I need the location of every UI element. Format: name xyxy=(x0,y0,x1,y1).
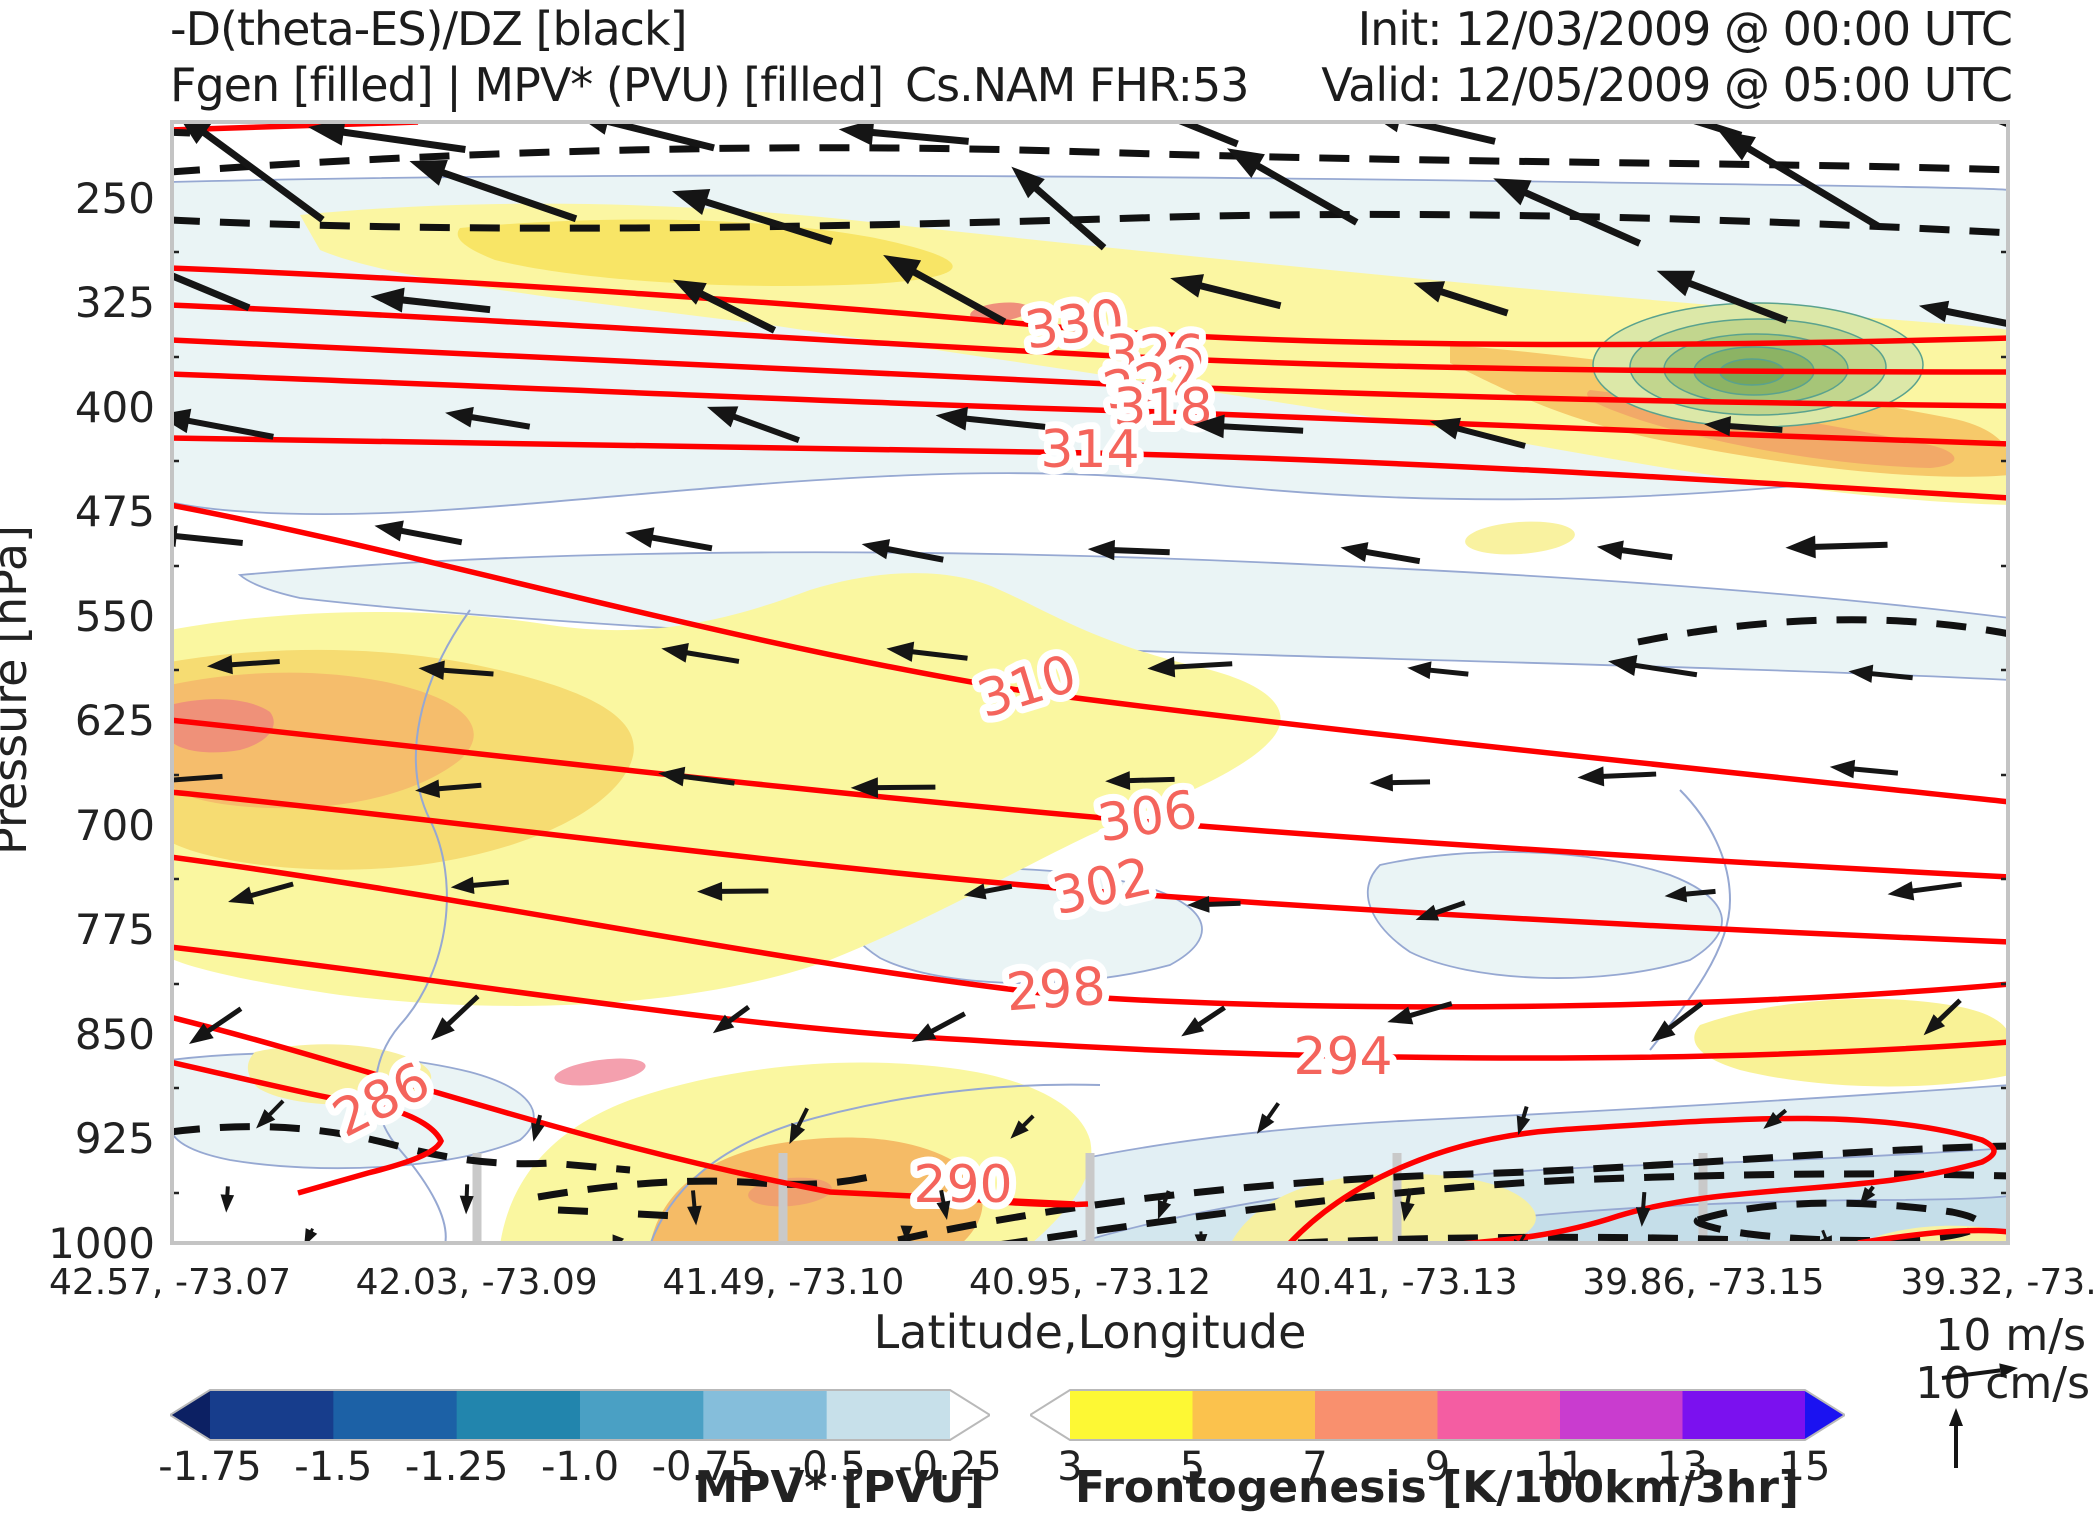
x-tick-label: 40.95, -73.12 xyxy=(969,1262,1211,1303)
colorbar-mpv xyxy=(170,1388,990,1442)
y-tick-label: 250 xyxy=(0,174,155,223)
colorbar-tick-label: -1.75 xyxy=(158,1444,262,1490)
y-tick-label: 400 xyxy=(0,383,155,432)
quiver-key-wind-label: 10 m/s xyxy=(1935,1310,2086,1361)
y-tick-label: 550 xyxy=(0,592,155,641)
x-tick-label: 42.03, -73.09 xyxy=(356,1262,598,1303)
title-field-line2: Fgen [filled] | MPV* (PVU) [filled] xyxy=(170,58,883,112)
y-tick-label: 1000 xyxy=(0,1219,155,1268)
colorbar-tick-label: -1.25 xyxy=(405,1444,509,1490)
isentrope-label: 294 xyxy=(1293,1027,1392,1087)
y-tick-label: 775 xyxy=(0,905,155,954)
colorbar-tick-label: -1.5 xyxy=(294,1444,372,1490)
title-init-time: Init: 12/03/2009 @ 00:00 UTC xyxy=(1358,2,2012,56)
x-tick-label: 42.57, -73.07 xyxy=(49,1262,291,1303)
title-valid-time: Valid: 12/05/2009 @ 05:00 UTC xyxy=(1321,58,2012,112)
colorbar-fgen-label: Frontogenesis [K/100km/3hr] xyxy=(1075,1462,1799,1513)
x-tick-label: 40.41, -73.13 xyxy=(1276,1262,1518,1303)
x-tick-label: 39.86, -73.15 xyxy=(1582,1262,1824,1303)
x-tick-label: 41.49, -73.10 xyxy=(662,1262,904,1303)
isentrope-label: 298 xyxy=(1004,957,1107,1024)
colorbar-fgen xyxy=(1030,1388,1845,1442)
x-tick-label: 39.32, -73.1 xyxy=(1900,1262,2100,1303)
y-tick-label: 850 xyxy=(0,1010,155,1059)
colorbar-tick-label: -1.0 xyxy=(541,1444,619,1490)
title-model-run: Cs.NAM FHR:53 xyxy=(905,58,1249,112)
y-tick-label: 475 xyxy=(0,487,155,536)
y-tick-label: 700 xyxy=(0,801,155,850)
title-field-line1: -D(theta-ES)/DZ [black] xyxy=(170,2,687,56)
isentrope-label: 290 xyxy=(913,1155,1012,1215)
quiver-key-omega-label: 10 cm/s xyxy=(1915,1358,2090,1409)
y-tick-label: 625 xyxy=(0,696,155,745)
y-tick-label: 325 xyxy=(0,278,155,327)
isentrope-label: 314 xyxy=(1040,420,1139,480)
colorbar-mpv-label: MPV* [PVU] xyxy=(694,1462,985,1513)
y-tick-label: 925 xyxy=(0,1114,155,1163)
x-axis-label: Latitude,Longitude xyxy=(874,1305,1307,1359)
